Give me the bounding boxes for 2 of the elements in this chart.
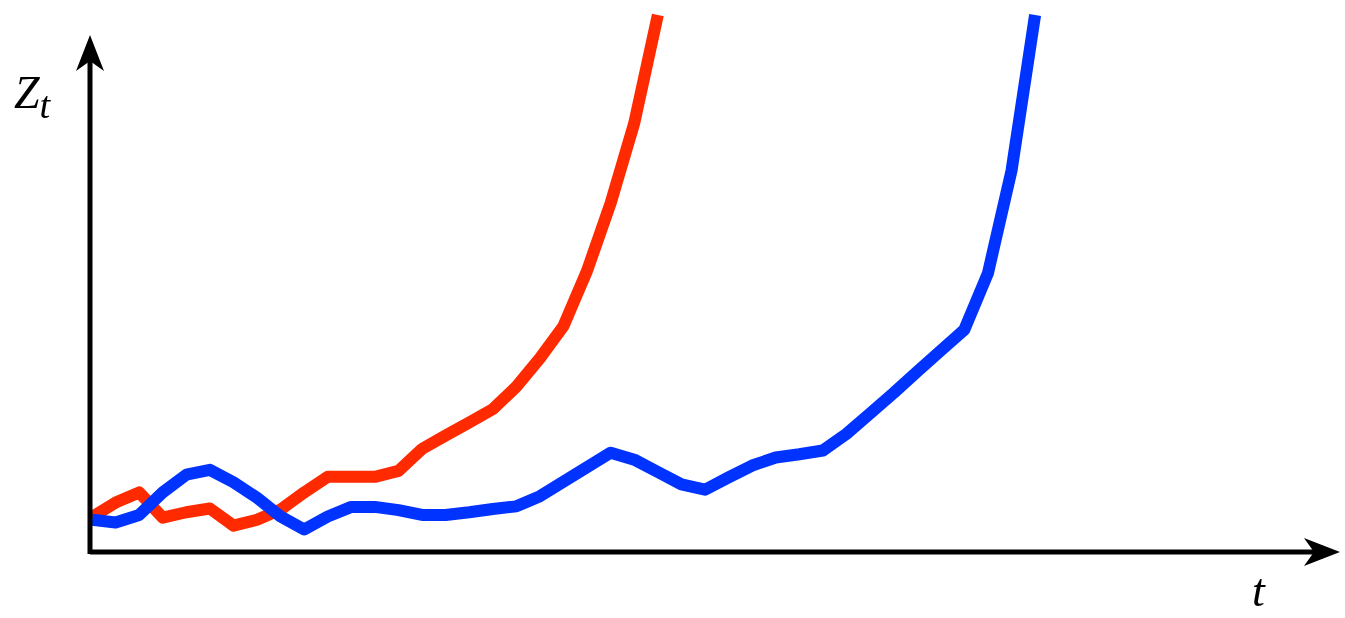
x-axis-title: t <box>1252 565 1265 616</box>
y-axis-title: Z$_{t}$ <box>14 67 51 127</box>
